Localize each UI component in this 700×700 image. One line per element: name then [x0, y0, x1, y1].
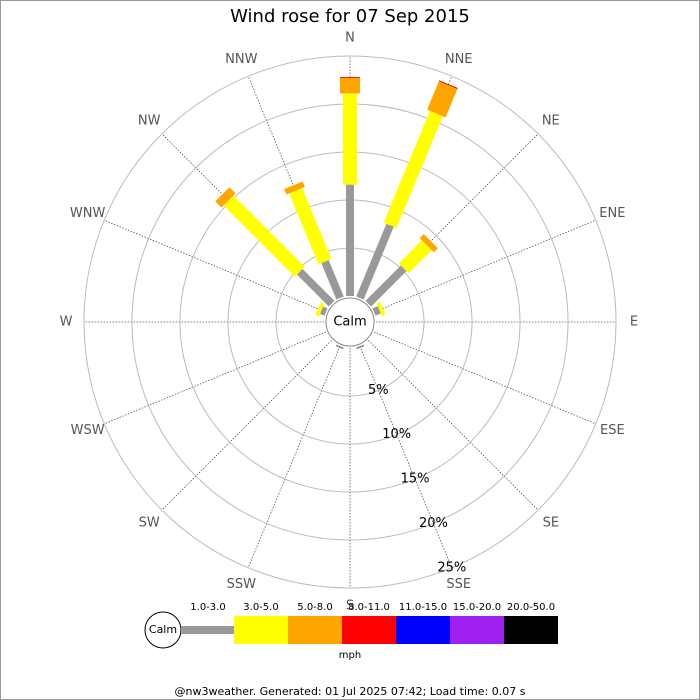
direction-label: ENE — [599, 206, 625, 221]
direction-label: WSW — [71, 423, 105, 438]
legend-unit: mph — [339, 650, 361, 661]
direction-line — [161, 340, 332, 511]
bar-segment — [340, 77, 360, 79]
bar-segment — [321, 260, 344, 300]
ring-label: 5% — [368, 383, 389, 398]
bar-segment — [315, 302, 325, 317]
bar-segment — [284, 181, 305, 195]
direction-label: NE — [542, 114, 560, 129]
bar-segment — [223, 195, 305, 277]
bar-segment — [215, 187, 236, 208]
direction-line — [104, 331, 327, 425]
direction-line — [359, 345, 453, 568]
legend-label: 15.0-20.0 — [453, 602, 501, 613]
bar-segment — [438, 80, 458, 89]
direction-line — [373, 219, 596, 313]
ring-label: 15% — [401, 472, 430, 487]
direction-line — [373, 331, 596, 425]
chart-title: Wind rose for 07 Sep 2015 — [230, 6, 470, 27]
legend-label: 11.0-15.0 — [399, 602, 447, 613]
bar-segment — [398, 240, 432, 274]
legend-label: 8.0-11.0 — [348, 602, 390, 613]
direction-label: NNW — [225, 52, 257, 67]
direction-label: WNW — [70, 206, 106, 221]
legend-swatch — [234, 616, 288, 644]
bar-segment — [320, 306, 328, 316]
direction-line — [247, 345, 341, 568]
legend-label: 20.0-50.0 — [507, 602, 555, 613]
footer: @nw3weather. Generated: 01 Jul 2025 07:4… — [175, 685, 526, 698]
calm-label: Calm — [333, 315, 366, 330]
direction-label: W — [60, 315, 73, 330]
direction-line — [104, 219, 327, 313]
legend-swatch — [396, 616, 450, 644]
bar-segment — [296, 268, 335, 307]
bar-segment — [343, 93, 357, 185]
ring — [83, 55, 617, 589]
direction-label: N — [345, 31, 355, 46]
legend-label: 3.0-5.0 — [243, 602, 278, 613]
direction-label: E — [630, 315, 638, 330]
legend-swatch — [504, 616, 558, 644]
direction-label: SSW — [227, 577, 257, 592]
bar-segment — [427, 81, 458, 118]
direction-label: SE — [543, 515, 559, 530]
bar-segment — [340, 78, 360, 94]
bar-segment — [365, 265, 407, 307]
direction-line — [368, 340, 539, 511]
bar-segment — [356, 344, 365, 350]
legend-label: 5.0-8.0 — [297, 602, 332, 613]
ring-label: 20% — [419, 516, 448, 531]
direction-label: SSE — [446, 577, 471, 592]
bar-segment — [419, 234, 438, 253]
ring-label: 10% — [382, 427, 411, 442]
legend-swatch — [181, 626, 234, 634]
bar-segment — [376, 301, 386, 317]
direction-label: NW — [138, 114, 161, 129]
direction-label: SW — [139, 515, 160, 530]
legend-swatch — [342, 616, 396, 644]
bar-segment — [372, 306, 381, 316]
calm-circle — [325, 297, 375, 347]
bar-segment — [335, 344, 344, 350]
bar-segment — [346, 184, 354, 296]
legend-calm-label: Calm — [149, 623, 177, 636]
bar-segment — [356, 223, 394, 300]
ring-label: 25% — [437, 560, 466, 575]
bar-segment — [289, 187, 332, 265]
bar-segment — [383, 110, 443, 228]
legend-swatch — [450, 616, 504, 644]
direction-label: ESE — [600, 423, 625, 438]
direction-label: NNE — [445, 52, 473, 67]
legend-swatch — [288, 616, 342, 644]
legend-label: 1.0-3.0 — [190, 602, 225, 613]
direction-label: S — [346, 599, 354, 614]
